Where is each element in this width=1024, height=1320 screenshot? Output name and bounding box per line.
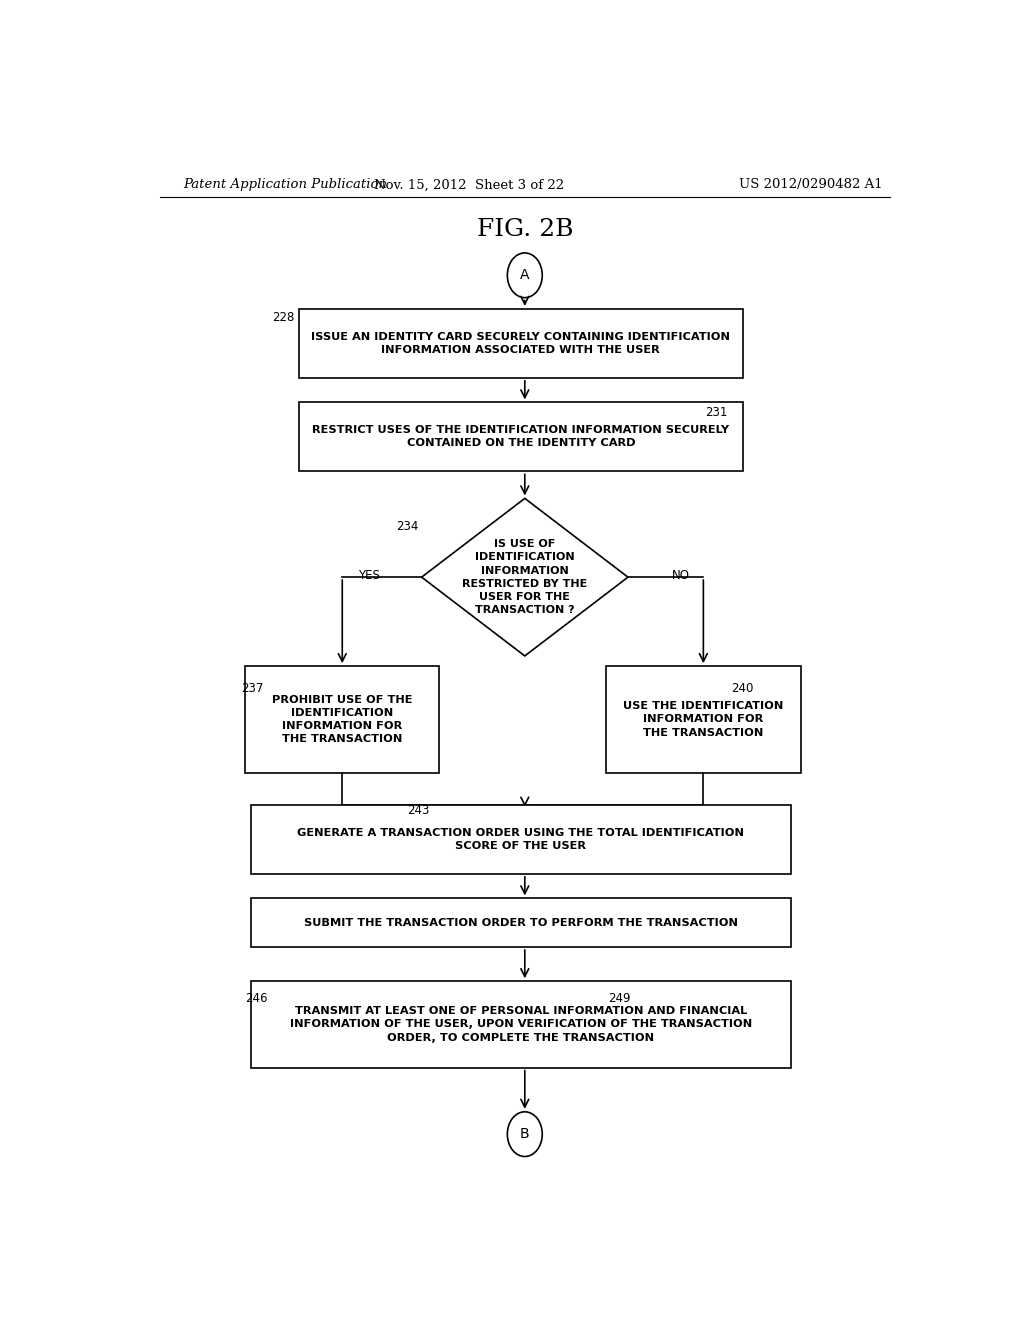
Text: 243: 243 [408, 804, 430, 817]
Circle shape [507, 1111, 543, 1156]
Text: GENERATE A TRANSACTION ORDER USING THE TOTAL IDENTIFICATION
SCORE OF THE USER: GENERATE A TRANSACTION ORDER USING THE T… [297, 828, 744, 851]
Text: US 2012/0290482 A1: US 2012/0290482 A1 [738, 178, 883, 191]
FancyBboxPatch shape [299, 309, 743, 378]
Text: SUBMIT THE TRANSACTION ORDER TO PERFORM THE TRANSACTION: SUBMIT THE TRANSACTION ORDER TO PERFORM … [304, 917, 738, 928]
Text: 249: 249 [608, 993, 631, 1006]
FancyBboxPatch shape [251, 899, 791, 948]
Text: 246: 246 [246, 993, 268, 1006]
Text: Nov. 15, 2012  Sheet 3 of 22: Nov. 15, 2012 Sheet 3 of 22 [374, 178, 564, 191]
Text: USE THE IDENTIFICATION
INFORMATION FOR
THE TRANSACTION: USE THE IDENTIFICATION INFORMATION FOR T… [624, 701, 783, 738]
Text: YES: YES [358, 569, 380, 582]
FancyBboxPatch shape [251, 981, 791, 1068]
Text: IS USE OF
IDENTIFICATION
INFORMATION
RESTRICTED BY THE
USER FOR THE
TRANSACTION : IS USE OF IDENTIFICATION INFORMATION RES… [462, 539, 588, 615]
Text: PROHIBIT USE OF THE
IDENTIFICATION
INFORMATION FOR
THE TRANSACTION: PROHIBIT USE OF THE IDENTIFICATION INFOR… [272, 694, 413, 744]
Text: B: B [520, 1127, 529, 1142]
Text: FIG. 2B: FIG. 2B [476, 218, 573, 242]
Text: 240: 240 [731, 682, 754, 696]
Text: 228: 228 [272, 312, 295, 325]
Text: 237: 237 [242, 682, 264, 696]
Text: Patent Application Publication: Patent Application Publication [183, 178, 387, 191]
Text: 234: 234 [396, 520, 419, 533]
Text: TRANSMIT AT LEAST ONE OF PERSONAL INFORMATION AND FINANCIAL
INFORMATION OF THE U: TRANSMIT AT LEAST ONE OF PERSONAL INFORM… [290, 1006, 752, 1043]
Text: RESTRICT USES OF THE IDENTIFICATION INFORMATION SECURELY
CONTAINED ON THE IDENTI: RESTRICT USES OF THE IDENTIFICATION INFO… [312, 425, 729, 449]
Text: A: A [520, 268, 529, 282]
Text: ISSUE AN IDENTITY CARD SECURELY CONTAINING IDENTIFICATION
INFORMATION ASSOCIATED: ISSUE AN IDENTITY CARD SECURELY CONTAINI… [311, 331, 730, 355]
FancyBboxPatch shape [606, 667, 801, 772]
Circle shape [507, 253, 543, 297]
Text: NO: NO [672, 569, 689, 582]
FancyBboxPatch shape [245, 667, 439, 772]
FancyBboxPatch shape [251, 805, 791, 874]
Polygon shape [422, 499, 628, 656]
Text: 231: 231 [705, 407, 727, 418]
FancyBboxPatch shape [299, 403, 743, 471]
